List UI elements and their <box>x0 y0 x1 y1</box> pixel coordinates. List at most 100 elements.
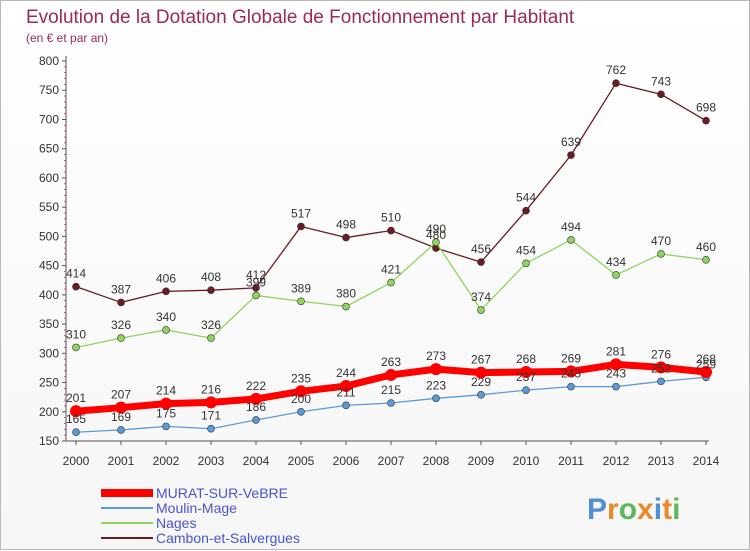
data-point <box>117 334 125 342</box>
x-tick-label: 2005 <box>288 454 315 468</box>
data-label: 340 <box>156 310 176 324</box>
data-point <box>162 287 170 296</box>
data-label: 374 <box>471 290 491 304</box>
data-point <box>387 278 395 287</box>
data-label: 243 <box>606 367 626 381</box>
data-point <box>612 382 620 391</box>
data-point <box>477 306 485 314</box>
y-tick-label: 400 <box>39 288 59 302</box>
data-label: 389 <box>291 281 311 295</box>
data-label: 244 <box>336 366 356 380</box>
data-label: 399 <box>246 275 266 289</box>
data-label: 211 <box>336 385 355 399</box>
data-point <box>297 297 305 306</box>
data-label: 267 <box>471 353 491 367</box>
data-label: 490 <box>426 222 446 236</box>
data-label: 263 <box>381 355 401 369</box>
data-point <box>477 391 485 399</box>
data-point <box>387 226 395 235</box>
data-point <box>207 424 215 433</box>
data-point <box>117 426 125 434</box>
data-label: 434 <box>606 255 626 269</box>
x-tick-label: 2014 <box>693 454 720 468</box>
data-label: 237 <box>516 370 536 384</box>
data-point <box>610 358 622 371</box>
data-label: 639 <box>561 135 581 149</box>
data-point <box>430 363 442 376</box>
data-point <box>700 366 712 379</box>
data-label: 310 <box>66 327 86 341</box>
data-label: 498 <box>336 218 356 232</box>
data-label: 268 <box>516 352 536 366</box>
y-tick-label: 150 <box>39 434 59 448</box>
data-label: 454 <box>516 243 536 257</box>
data-point <box>160 397 172 410</box>
data-point <box>162 326 170 334</box>
data-label: 171 <box>201 409 221 423</box>
x-tick-label: 2003 <box>198 454 225 468</box>
data-label: 207 <box>111 388 131 402</box>
data-label: 421 <box>381 263 401 277</box>
series-layer <box>70 79 712 437</box>
data-label: 517 <box>291 206 311 220</box>
chart-title: Evolution de la Dotation Globale de Fonc… <box>26 7 575 28</box>
data-label: 326 <box>201 318 221 332</box>
data-point <box>567 151 575 159</box>
data-point <box>72 282 80 291</box>
data-point <box>702 255 710 264</box>
y-tick-label: 800 <box>39 54 59 68</box>
data-point <box>522 386 530 394</box>
data-label: 200 <box>291 392 311 406</box>
data-point <box>252 284 260 292</box>
legend-label: MURAT-SUR-VeBRE <box>156 485 288 501</box>
data-label: 743 <box>651 74 671 88</box>
data-label: 276 <box>651 347 671 361</box>
data-labels: 414 387 406 408 412 517 498 510 480 456 544 639 762 7… <box>66 63 716 426</box>
x-tick-label: 2002 <box>153 454 180 468</box>
logo-text: Proxiti <box>587 493 680 526</box>
data-point <box>657 90 665 99</box>
y-tick-label: 700 <box>39 112 59 126</box>
data-label: 216 <box>201 382 221 396</box>
data-point <box>522 206 530 215</box>
data-label: 281 <box>606 344 626 358</box>
data-label: 544 <box>516 191 536 205</box>
y-tick-label: 650 <box>39 142 59 156</box>
data-label: 326 <box>111 318 131 332</box>
data-label: 698 <box>696 101 716 115</box>
data-label: 456 <box>471 242 491 256</box>
data-label: 201 <box>66 391 86 405</box>
data-label: 406 <box>156 271 176 285</box>
data-label: 412 <box>246 268 266 282</box>
data-label: 222 <box>246 379 266 393</box>
data-point <box>657 377 665 386</box>
data-label: 252 <box>651 361 671 375</box>
data-point <box>252 416 260 424</box>
data-label: 480 <box>426 228 446 242</box>
legend-label: Moulin-Mage <box>156 500 237 516</box>
data-label: 235 <box>291 371 311 385</box>
data-label: 387 <box>111 282 131 296</box>
data-point <box>342 233 350 242</box>
data-label: 380 <box>336 287 356 301</box>
y-tick-label: 500 <box>39 229 59 243</box>
data-point <box>477 258 485 266</box>
data-label: 762 <box>606 63 626 77</box>
data-point <box>612 271 620 279</box>
x-tick-label: 2001 <box>108 454 135 468</box>
data-label: 214 <box>156 384 176 398</box>
data-point <box>250 392 262 405</box>
data-label: 460 <box>696 240 716 254</box>
proxiti-logo: Proxiti <box>587 493 680 526</box>
data-label: 408 <box>201 270 221 284</box>
data-label: 494 <box>561 220 581 234</box>
data-point <box>297 222 305 231</box>
y-tick-label: 750 <box>39 83 59 97</box>
x-tick-label: 2000 <box>63 454 90 468</box>
data-point <box>207 286 215 294</box>
y-tick-label: 450 <box>39 259 59 273</box>
x-tick-label: 2006 <box>333 454 360 468</box>
data-point <box>207 334 215 342</box>
data-label: 268 <box>696 352 716 366</box>
